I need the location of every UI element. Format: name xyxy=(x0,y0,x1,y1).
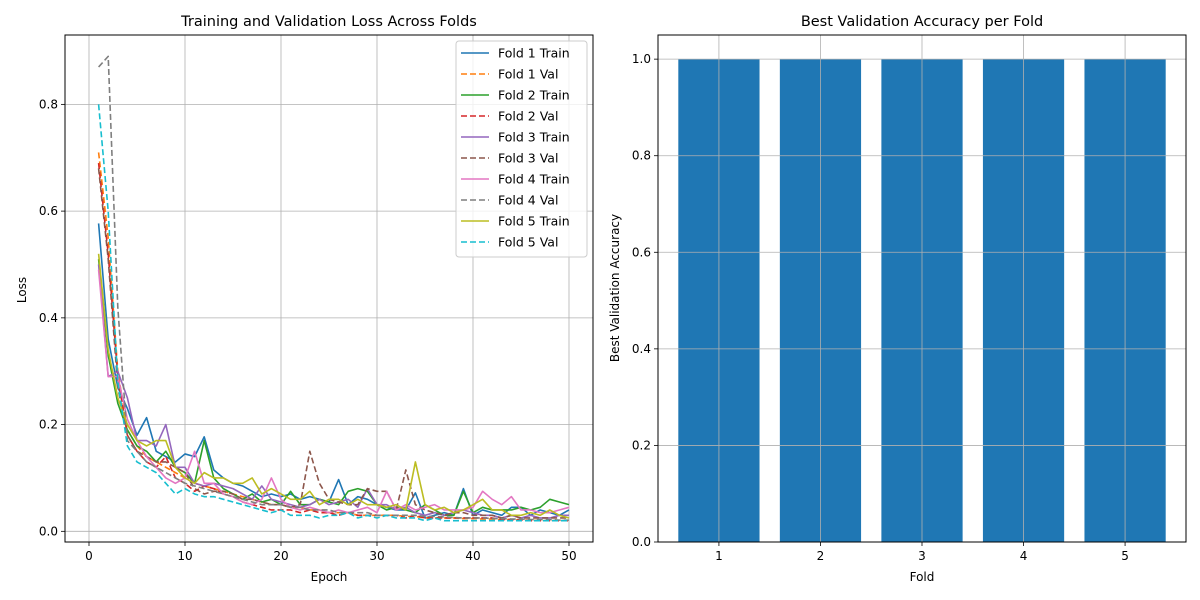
loss-chart-xtick-label: 40 xyxy=(465,549,480,563)
loss-chart-ytick-label: 0.0 xyxy=(39,524,58,538)
accuracy-chart-ytick-label: 0.0 xyxy=(632,535,651,549)
accuracy-chart-xtick-label: 2 xyxy=(817,549,825,563)
legend-label-1: Fold 1 Train xyxy=(498,46,570,61)
accuracy-chart-ytick-label: 0.6 xyxy=(632,245,651,259)
legend-label-3: Fold 2 Train xyxy=(498,88,570,103)
accuracy-chart-xtick-label: 4 xyxy=(1020,549,1028,563)
loss-chart-xtick-label: 30 xyxy=(369,549,384,563)
loss-chart-series xyxy=(97,55,570,522)
legend-label-7: Fold 4 Train xyxy=(498,172,570,187)
legend-label-2: Fold 1 Val xyxy=(498,67,558,82)
accuracy-chart-xtick-label: 5 xyxy=(1121,549,1129,563)
loss-series-line-2 xyxy=(97,152,569,522)
loss-chart-xtick-label: 10 xyxy=(177,549,192,563)
loss-chart-frame xyxy=(64,34,594,543)
legend-label-10: Fold 5 Val xyxy=(498,235,558,250)
loss-series-line-6 xyxy=(97,168,569,519)
accuracy-chart-ytick-label: 1.0 xyxy=(632,52,651,66)
accuracy-chart: Best Validation Accuracy per Fold Fold B… xyxy=(608,14,1187,584)
legend-label-6: Fold 3 Val xyxy=(498,151,558,166)
accuracy-chart-ytick-label: 0.4 xyxy=(632,342,651,356)
loss-series-line-10 xyxy=(97,104,569,522)
loss-chart-ticks: 0 10 20 30 40 50 0.0 0.2 0.4 0.6 0.8 xyxy=(39,97,577,563)
loss-series-line-4 xyxy=(97,162,569,522)
accuracy-chart-ytick-label: 0.2 xyxy=(632,438,651,452)
legend-label-9: Fold 5 Train xyxy=(498,214,570,229)
loss-chart-xtick-label: 20 xyxy=(273,549,288,563)
accuracy-chart-title: Best Validation Accuracy per Fold xyxy=(801,14,1043,30)
loss-chart-ylabel: Loss xyxy=(15,277,29,303)
loss-chart-xtick-label: 50 xyxy=(561,549,576,563)
loss-series-line-7 xyxy=(97,269,570,514)
legend-label-5: Fold 3 Train xyxy=(498,130,570,145)
loss-series-line-9 xyxy=(97,253,570,519)
loss-chart-xlabel: Epoch xyxy=(311,570,348,584)
accuracy-chart-xtick-label: 3 xyxy=(918,549,926,563)
accuracy-chart-ytick-label: 0.8 xyxy=(632,149,651,163)
accuracy-chart-xtick-label: 1 xyxy=(715,549,723,563)
loss-chart-ytick-label: 0.6 xyxy=(39,204,58,218)
loss-series-line-3 xyxy=(97,259,570,517)
loss-chart-legend: Fold 1 Train Fold 1 Val Fold 2 Train Fold 2… xyxy=(455,40,588,258)
accuracy-chart-ylabel: Best Validation Accuracy xyxy=(608,214,622,362)
accuracy-chart-xlabel: Fold xyxy=(910,570,935,584)
legend-label-8: Fold 4 Val xyxy=(498,193,558,208)
loss-chart-ytick-label: 0.2 xyxy=(39,418,58,432)
legend-label-4: Fold 2 Val xyxy=(498,109,558,124)
loss-chart-title: Training and Validation Loss Across Fold… xyxy=(180,14,477,30)
loss-chart-xtick-label: 0 xyxy=(85,549,93,563)
accuracy-chart-ticks: 0.0 0.2 0.4 0.6 0.8 1.0 1 2 3 4 5 xyxy=(632,52,1129,563)
loss-series-line-1 xyxy=(97,223,570,519)
loss-chart-ytick-label: 0.4 xyxy=(39,311,58,325)
accuracy-chart-frame xyxy=(657,34,1187,543)
loss-series-line-8 xyxy=(98,55,569,521)
loss-chart: Training and Validation Loss Across Fold… xyxy=(15,14,594,584)
loss-chart-ytick-label: 0.8 xyxy=(39,97,58,111)
